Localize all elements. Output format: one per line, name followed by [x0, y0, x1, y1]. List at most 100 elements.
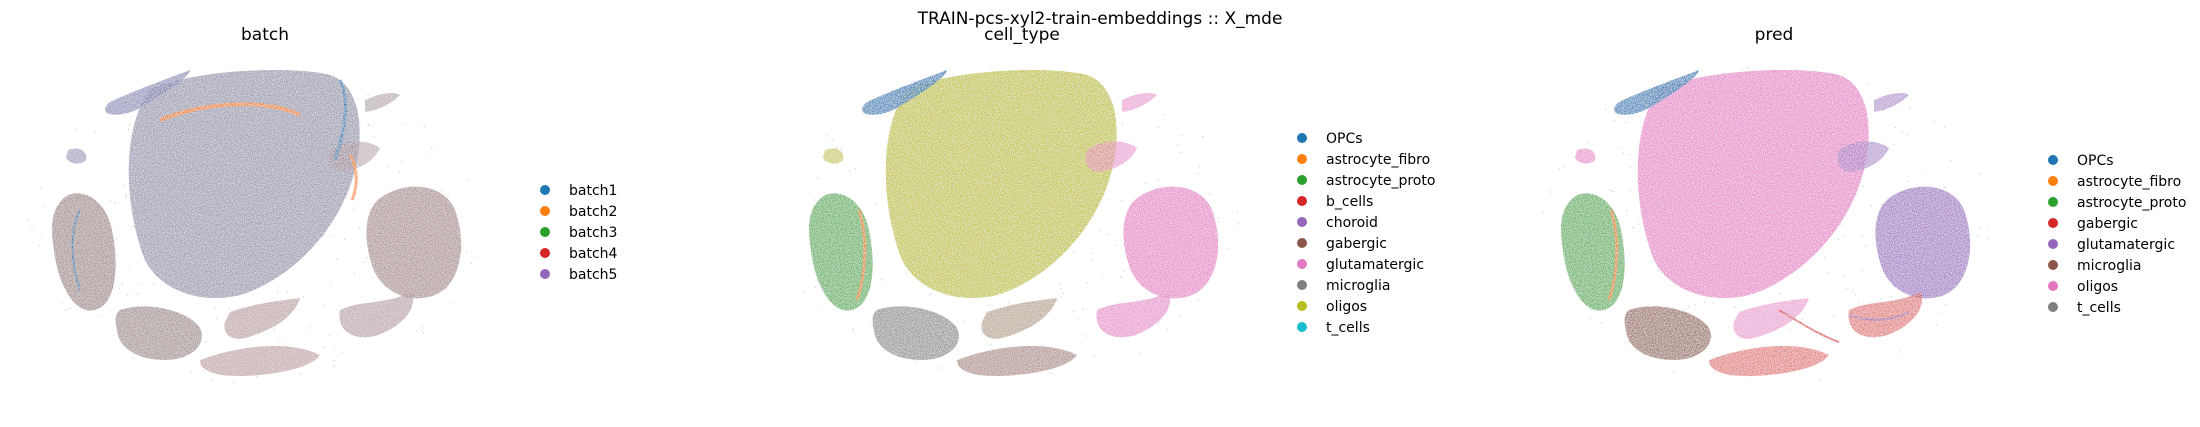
scatter-point: [1637, 180, 1639, 183]
scatter-point: [1147, 300, 1149, 303]
scatter-point: [205, 341, 207, 343]
scatter-point: [1562, 166, 1564, 168]
legend-marker: [1297, 217, 1307, 227]
scatter-point: [1824, 257, 1826, 259]
scatter-point: [368, 123, 370, 125]
scatter-point: [928, 198, 930, 201]
cluster-bigBlob: [128, 70, 360, 299]
scatter-point: [409, 306, 412, 309]
scatter-point: [269, 168, 272, 170]
scatter-point: [992, 105, 995, 107]
panel-title-batch: batch: [241, 25, 289, 45]
scatter-point: [1157, 126, 1159, 128]
scatter-point: [109, 200, 111, 202]
scatter-point: [310, 327, 312, 329]
scatter-point: [1046, 242, 1049, 244]
scatter-point: [369, 208, 371, 210]
scatter-point: [430, 287, 433, 289]
legend-marker: [1297, 196, 1307, 206]
scatter-point: [1725, 127, 1728, 130]
scatter-point: [1236, 211, 1238, 213]
panel-title-cell-type: cell_type: [984, 25, 1060, 45]
scatter-point: [1944, 303, 1946, 306]
scatter-point: [1932, 290, 1934, 292]
scatter-point: [1085, 194, 1087, 196]
scatter-point: [322, 235, 324, 237]
scatter-point: [963, 320, 965, 322]
scatter-point: [1629, 191, 1632, 193]
scatter-plot-pred: [1542, 67, 1989, 381]
scatter-point: [1177, 144, 1179, 146]
scatter-point: [69, 307, 71, 310]
scatter-point: [1979, 173, 1981, 175]
scatter-point: [1935, 324, 1937, 326]
legend-label: astrocyte_proto: [2077, 195, 2186, 211]
legend-marker: [1297, 301, 1307, 311]
scatter-point: [803, 291, 805, 293]
scatter-point: [127, 294, 129, 297]
scatter-point: [333, 359, 335, 362]
scatter-point: [129, 266, 131, 268]
legend-label: glutamatergic: [1326, 257, 1424, 273]
scatter-point: [394, 250, 396, 252]
scatter-point: [120, 313, 122, 315]
scatter-point: [51, 235, 54, 238]
scatter-point: [1845, 208, 1847, 210]
scatter-point: [1779, 292, 1781, 295]
scatter-point: [137, 293, 139, 295]
scatter-point: [344, 238, 346, 241]
scatter-point: [1789, 329, 1791, 331]
scatter-point: [146, 168, 149, 170]
scatter-point: [896, 337, 899, 339]
scatter-point: [1703, 224, 1706, 226]
scatter-point: [398, 261, 400, 264]
scatter-point: [1949, 223, 1951, 225]
scatter-point: [1542, 212, 1544, 214]
scatter-point: [848, 215, 850, 217]
legend-label: oligos: [2077, 279, 2118, 295]
scatter-point: [1119, 312, 1121, 314]
scatter-point: [230, 217, 232, 219]
scatter-point: [1101, 273, 1104, 276]
scatter-point: [266, 191, 268, 194]
scatter-point: [125, 193, 127, 195]
scatter-point: [94, 131, 96, 134]
scatter-point: [441, 189, 443, 191]
scatter-point: [140, 180, 142, 182]
scatter-point: [1006, 171, 1008, 173]
scatter-point: [1028, 143, 1030, 146]
cluster-topStreak: [105, 70, 190, 115]
scatter-point: [1924, 200, 1927, 202]
scatter-point: [1801, 318, 1803, 321]
legend-label: batch1: [569, 183, 617, 199]
scatter-point: [1589, 317, 1592, 319]
scatter-point: [1022, 327, 1024, 330]
scatter-point: [323, 234, 325, 236]
scatter-point: [373, 317, 376, 319]
scatter-point: [1699, 291, 1701, 293]
scatter-point: [1677, 315, 1679, 317]
scatter-point: [352, 118, 354, 120]
scatter-point: [1098, 317, 1100, 319]
scatter-point: [1710, 335, 1713, 337]
scatter-point: [918, 257, 920, 260]
scatter-point: [377, 200, 380, 202]
legend-label: OPCs: [2077, 153, 2114, 169]
scatter-point: [1626, 210, 1628, 212]
scatter-point: [284, 228, 287, 231]
scatter-point: [985, 113, 988, 116]
legend-marker: [1297, 154, 1307, 164]
scatter-point: [1010, 89, 1012, 92]
scatter-point: [426, 154, 428, 156]
scatter-plot-batch: [27, 70, 478, 383]
scatter-point: [1209, 193, 1211, 196]
cluster-topStreak: [862, 70, 947, 115]
scatter-point: [1879, 256, 1882, 258]
scatter-point: [215, 210, 217, 212]
scatter-point: [999, 207, 1001, 209]
scatter-point: [311, 96, 314, 98]
scatter-point: [31, 229, 33, 231]
scatter-point: [875, 203, 877, 206]
scatter-point: [380, 224, 383, 227]
scatter-point: [1689, 232, 1691, 234]
